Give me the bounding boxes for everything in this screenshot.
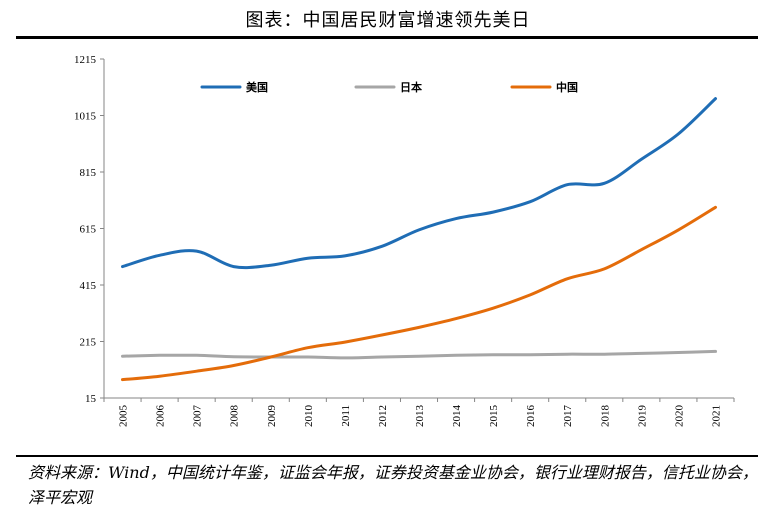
title-divider [16, 36, 758, 39]
x-tick-label: 2016 [525, 405, 537, 428]
x-tick-label: 2007 [192, 405, 204, 428]
legend-label-2: 中国 [556, 80, 578, 94]
x-tick-label: 2018 [599, 405, 611, 428]
x-tick-label: 2006 [155, 405, 167, 428]
x-tick-label: 2021 [710, 405, 722, 427]
chart-axes: 15 215 415 615 815 1015 1215 2005 2006 2007 2008 20… [74, 54, 735, 428]
y-tick-label: 415 [80, 280, 97, 292]
y-tick-label: 615 [80, 224, 97, 236]
x-tick-label: 2005 [118, 405, 130, 428]
x-tick-label: 2010 [303, 405, 315, 428]
x-tick-label: 2017 [562, 405, 574, 428]
x-tick-label: 2008 [229, 405, 241, 428]
chart-title: 图表：中国居民财富增速领先美日 [245, 10, 531, 31]
x-tick-label: 2014 [451, 405, 463, 428]
series-line-1 [121, 349, 717, 360]
x-tick-label: 2015 [488, 405, 500, 428]
x-tick-label: 2009 [266, 405, 278, 428]
y-tick-label: 1215 [74, 54, 97, 66]
x-tick-label: 2011 [340, 405, 352, 427]
source-note: 资料来源：Wind，中国统计年鉴，证监会年报，证券投资基金业协会，银行业理财报告… [28, 463, 758, 507]
series-line-2 [121, 205, 717, 382]
chart-series [121, 97, 717, 382]
source-divider [16, 455, 758, 457]
line-chart: 15 215 415 615 815 1015 1215 2005 2006 2007 2008 20… [74, 54, 735, 428]
y-tick-label: 1015 [74, 111, 97, 123]
x-tick-label: 2013 [414, 405, 426, 428]
series-line-0 [121, 97, 717, 270]
x-tick-label: 2020 [673, 405, 685, 428]
legend-label-0: 美国 [246, 80, 268, 94]
x-tick-label: 2012 [377, 405, 389, 427]
x-tick-label: 2019 [636, 405, 648, 428]
y-tick-label: 815 [80, 167, 97, 179]
legend-label-1: 日本 [400, 80, 422, 94]
y-tick-label: 15 [85, 393, 97, 405]
y-tick-label: 215 [80, 337, 97, 349]
chart-legend: 美国 日本 中国 [200, 80, 578, 94]
